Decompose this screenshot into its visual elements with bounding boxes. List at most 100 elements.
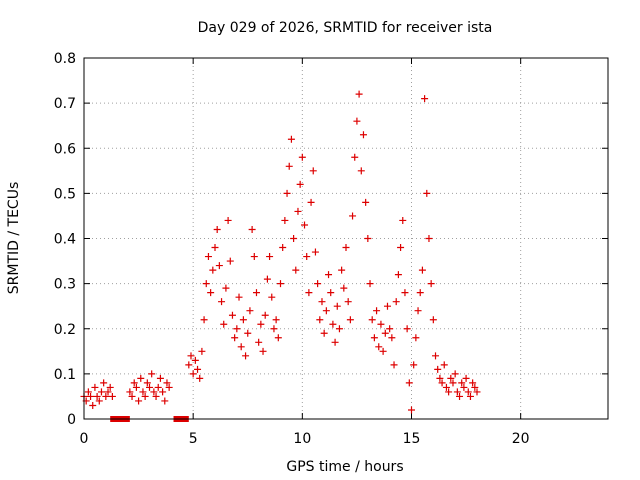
- data-point: [438, 379, 446, 387]
- data-point: [233, 325, 241, 333]
- data-point: [104, 388, 112, 396]
- data-point: [440, 361, 448, 369]
- data-point: [106, 383, 114, 391]
- data-point: [246, 307, 254, 315]
- data-point: [277, 280, 284, 288]
- data-point: [285, 162, 293, 170]
- data-point: [211, 244, 219, 252]
- data-point: [410, 361, 418, 369]
- data-point: [84, 388, 92, 396]
- data-point: [460, 383, 468, 391]
- data-point: [349, 212, 357, 220]
- y-tick-label: 0.2: [54, 322, 76, 338]
- data-point: [329, 320, 337, 328]
- data-point: [436, 374, 444, 382]
- data-point: [425, 235, 433, 242]
- data-point: [283, 189, 291, 197]
- data-point: [373, 307, 381, 315]
- data-point: [261, 311, 269, 319]
- data-point: [412, 334, 420, 342]
- data-point: [418, 266, 426, 274]
- data-point: [357, 167, 365, 175]
- data-point: [335, 325, 343, 333]
- data-point: [187, 352, 195, 360]
- data-point: [370, 334, 378, 342]
- x-tick-label: 10: [293, 431, 311, 447]
- data-point: [318, 298, 326, 306]
- data-point: [316, 316, 324, 324]
- data-point: [161, 397, 169, 405]
- data-point: [272, 316, 280, 324]
- data-point: [270, 325, 278, 333]
- data-point: [333, 302, 341, 310]
- data-point: [456, 392, 464, 400]
- data-point: [189, 370, 197, 378]
- data-point: [128, 392, 136, 400]
- data-point: [218, 298, 226, 306]
- y-axis-label: SRMTID / TECUs: [6, 182, 22, 295]
- y-tick-label: 0.4: [54, 232, 76, 248]
- data-point: [445, 388, 453, 396]
- y-tick-label: 0.5: [54, 186, 76, 202]
- data-point: [322, 307, 330, 315]
- y-tick-label: 0.1: [54, 367, 76, 383]
- data-point: [215, 262, 223, 270]
- data-point: [314, 280, 322, 288]
- data-point: [202, 280, 210, 288]
- data-point: [416, 289, 424, 297]
- data-point: [222, 284, 230, 292]
- data-point: [97, 388, 105, 396]
- y-tick-label: 0.7: [54, 96, 76, 112]
- data-point: [279, 244, 287, 252]
- data-point: [346, 316, 354, 324]
- data-point: [150, 388, 158, 396]
- data-point: [257, 320, 265, 328]
- data-point: [213, 225, 221, 233]
- y-tick-label: 0: [67, 412, 76, 428]
- data-point: [466, 392, 474, 400]
- data-point: [220, 320, 228, 328]
- data-point: [298, 153, 306, 161]
- data-point: [266, 253, 274, 261]
- data-point: [309, 167, 317, 175]
- data-point: [244, 329, 252, 337]
- data-point: [194, 365, 202, 373]
- data-point: [239, 316, 247, 324]
- data-point: [353, 117, 361, 125]
- chart-title: Day 029 of 2026, SRMTID for receiver ist…: [198, 20, 493, 36]
- data-point: [377, 320, 385, 328]
- data-point: [248, 225, 256, 233]
- data-point: [471, 383, 479, 391]
- data-point: [386, 325, 394, 333]
- data-point: [159, 388, 167, 396]
- data-point: [340, 284, 348, 292]
- data-point: [274, 334, 282, 342]
- data-point: [132, 383, 140, 391]
- data-point: [351, 153, 359, 161]
- data-point: [146, 383, 153, 391]
- data-marks: [80, 90, 481, 422]
- data-point: [423, 189, 431, 197]
- data-point: [307, 198, 315, 206]
- data-point: [392, 298, 400, 306]
- data-point: [338, 266, 346, 274]
- data-point: [185, 361, 193, 369]
- data-point: [207, 289, 215, 297]
- data-point: [152, 392, 160, 400]
- x-tick-label: 5: [189, 431, 198, 447]
- data-point: [442, 383, 450, 391]
- data-point: [294, 207, 302, 215]
- grid-lines: [84, 58, 608, 419]
- data-point: [305, 289, 313, 297]
- data-point: [381, 329, 389, 337]
- data-point: [224, 216, 232, 224]
- data-point: [375, 343, 383, 351]
- data-point: [204, 253, 212, 261]
- data-point: [130, 379, 138, 387]
- data-point: [447, 374, 455, 382]
- data-point: [135, 397, 143, 405]
- data-point: [296, 180, 304, 188]
- data-point: [228, 311, 236, 319]
- data-point: [259, 347, 267, 355]
